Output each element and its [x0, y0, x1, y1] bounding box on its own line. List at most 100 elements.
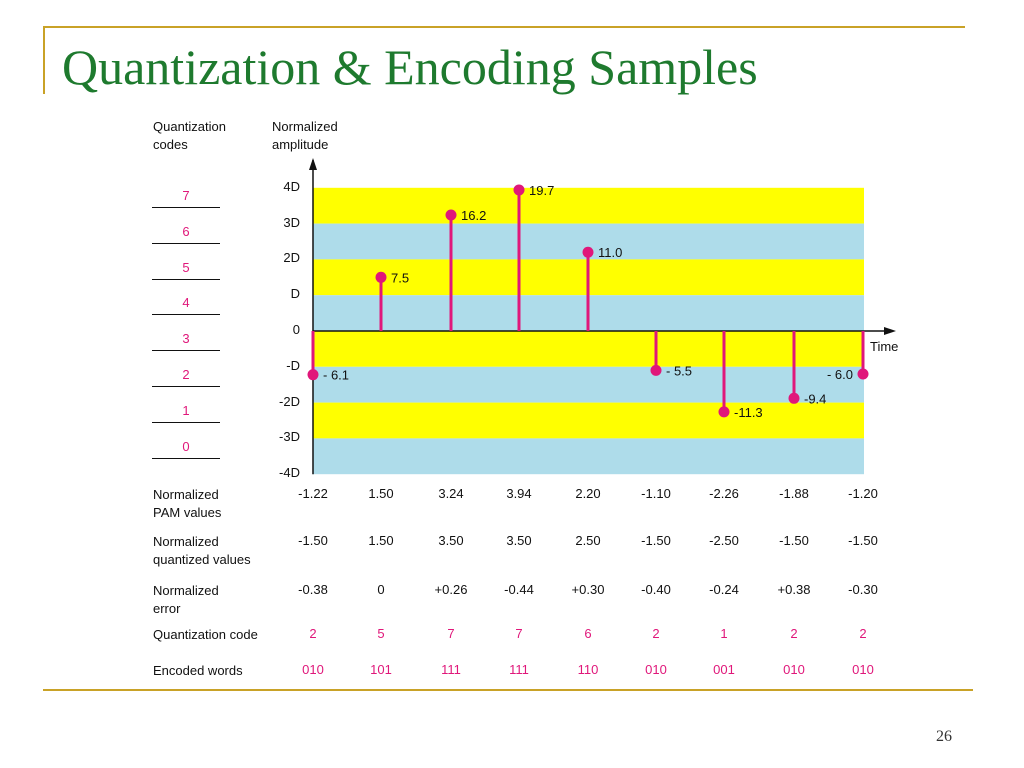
sample-point: [375, 271, 387, 283]
table-cell: +0.30: [571, 582, 605, 597]
table-cell: 111: [509, 662, 529, 677]
quantization-code-level: 5: [152, 259, 220, 280]
table-cell: 7: [447, 626, 455, 641]
table-row-header: Normalized error: [153, 583, 219, 616]
table-cell: -1.50: [779, 533, 809, 548]
quantization-code-label: 0: [182, 438, 190, 454]
quantization-code-level: 6: [152, 223, 220, 244]
table-cell: 3.94: [506, 486, 532, 501]
table-cell: 7: [515, 626, 523, 641]
sample-point: [788, 392, 800, 404]
table-cell: +0.38: [777, 582, 811, 597]
y-tick-label: -2D: [279, 393, 300, 409]
top-rule: [43, 26, 965, 28]
table-cell: 101: [370, 662, 392, 677]
table-cell: 010: [783, 662, 805, 677]
quantization-code-level: 2: [152, 366, 220, 387]
sample-value-label: 16.2: [461, 208, 486, 223]
table-row-header: Normalized PAM values: [153, 487, 222, 520]
table-cell: 2: [309, 626, 317, 641]
sample-point: [513, 184, 525, 196]
table-cell: -0.44: [504, 582, 534, 597]
sample-value-label: 19.7: [529, 183, 554, 198]
left-rule: [43, 26, 45, 94]
sample-point: [650, 364, 662, 376]
table-cell: 010: [852, 662, 874, 677]
quantization-band: [313, 366, 864, 403]
quantization-codes-header: Quantization codes: [153, 119, 226, 152]
table-row-header: Encoded words: [153, 663, 243, 678]
table-cell: 1.50: [368, 486, 394, 501]
y-axis-arrow: [309, 158, 317, 170]
table-cell: -1.50: [641, 533, 671, 548]
y-tick-label: 4D: [283, 178, 300, 194]
table-cell: 2: [859, 626, 867, 641]
table-cell: -0.24: [709, 582, 739, 597]
table-row-header: Quantization code: [153, 627, 258, 642]
y-tick-label: -4D: [279, 465, 300, 481]
quantization-band: [313, 187, 864, 224]
table-row-header: Normalized quantized values: [153, 534, 251, 567]
table-cell: +0.26: [434, 582, 468, 597]
y-tick-label: 0: [292, 322, 300, 337]
table-cell: 110: [577, 662, 599, 677]
table-cell: 001: [713, 662, 735, 677]
quantization-code-label: 4: [182, 295, 190, 311]
table-cell: 3.50: [506, 533, 532, 548]
quantization-code-label: 1: [182, 402, 190, 418]
sample-point: [445, 209, 457, 221]
table-cell: 1: [720, 626, 728, 641]
page-number: 26: [936, 728, 952, 745]
x-axis-arrow: [884, 327, 896, 335]
quantization-band: [313, 331, 864, 367]
table-cell: 2.20: [575, 486, 601, 501]
quantization-code-label: 3: [182, 331, 190, 347]
quantization-code-label: 5: [182, 259, 190, 275]
sample-value-label: -9.4: [804, 391, 826, 406]
table-cell: -1.10: [641, 486, 671, 501]
time-axis-label: Time: [870, 339, 899, 354]
quantization-code-level: 0: [152, 438, 220, 459]
table-cell: 1.50: [368, 533, 394, 548]
sample-value-label: - 6.1: [323, 368, 349, 383]
quantization-code-level: 1: [152, 402, 220, 423]
quantization-code-label: 7: [182, 188, 190, 203]
table-cell: -1.22: [298, 486, 328, 501]
quantization-band: [313, 295, 864, 331]
table-cell: 5: [377, 626, 385, 641]
quantization-code-level: 3: [152, 330, 220, 352]
sample-value-label: 11.0: [598, 245, 622, 260]
quantization-band: [313, 223, 864, 260]
table-cell: -2.26: [709, 486, 739, 501]
normalized-amplitude-header: Normalized amplitude: [272, 119, 338, 152]
table-cell: -0.40: [641, 582, 671, 597]
sample-point: [857, 368, 869, 380]
table-cell: 010: [302, 662, 324, 677]
sample-point: [718, 406, 730, 418]
table-cell: 2: [652, 626, 660, 641]
quantization-code-level: 7: [152, 187, 220, 208]
sample-value-label: - 5.5: [666, 363, 692, 378]
sample-value-label: -11.3: [734, 405, 763, 420]
table-cell: 6: [584, 626, 592, 641]
quantization-band: [313, 259, 864, 296]
y-tick-label: 2D: [283, 250, 300, 266]
sample-point: [307, 369, 319, 381]
table-cell: -0.30: [848, 582, 878, 597]
quantization-band: [313, 438, 864, 475]
slide-title: Quantization & Encoding Samples: [62, 39, 758, 95]
bottom-rule: [43, 689, 973, 691]
y-tick-label: D: [290, 286, 300, 302]
table-cell: 010: [645, 662, 667, 677]
quantization-code-label: 2: [182, 367, 190, 382]
sample-value-label: - 6.0: [827, 367, 853, 382]
table-cell: -1.50: [298, 533, 328, 548]
table-cell: -1.50: [848, 533, 878, 548]
sample-value-label: 7.5: [391, 270, 409, 285]
y-tick-label: 3D: [283, 214, 300, 230]
sample-point: [582, 246, 594, 258]
table-cell: -1.88: [779, 486, 809, 501]
table-cell: -0.38: [298, 582, 328, 597]
y-tick-label: -3D: [279, 429, 300, 445]
table-cell: 2.50: [575, 533, 601, 548]
